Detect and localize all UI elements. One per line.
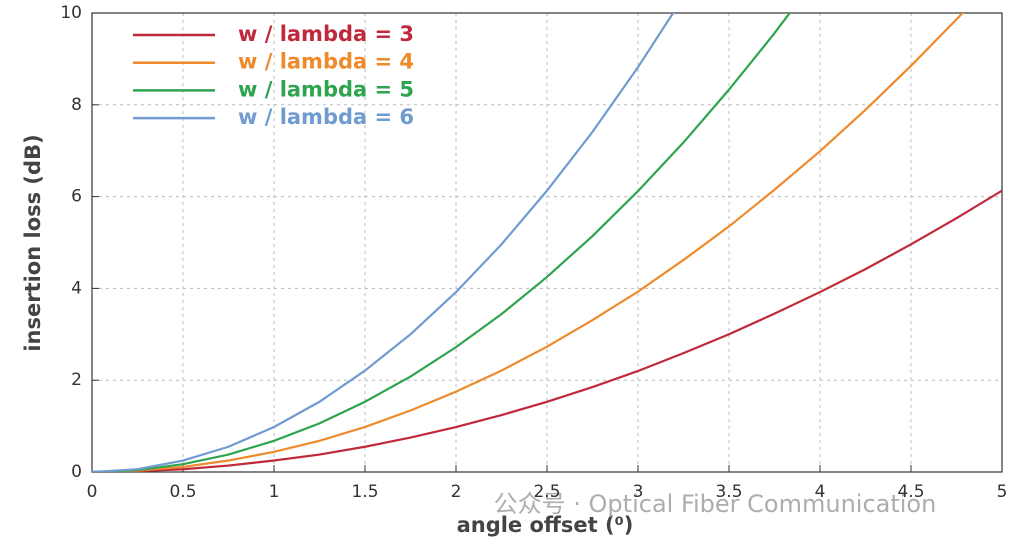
y-tick-label: 4 — [71, 278, 82, 298]
y-tick-label: 8 — [71, 95, 82, 115]
x-tick-label: 4 — [815, 482, 826, 502]
x-tick-label: 3 — [633, 482, 644, 502]
series-line — [92, 189, 1002, 472]
series-line — [92, 13, 675, 472]
plot-frame — [91, 12, 1003, 473]
x-tick-label: 2.5 — [533, 482, 560, 502]
x-tick-label: 0.5 — [169, 482, 196, 502]
legend-label: w / lambda = 3 — [238, 22, 414, 46]
series-line — [92, 13, 964, 472]
series-line — [92, 13, 792, 472]
y-axis-label: insertion loss (dB) — [21, 134, 45, 351]
x-tick-label: 0 — [87, 482, 98, 502]
legend-label: w / lambda = 5 — [238, 77, 414, 101]
legend-label: w / lambda = 6 — [238, 105, 414, 129]
x-tick-label: 1 — [269, 482, 280, 502]
x-tick-label: 3.5 — [715, 482, 742, 502]
x-axis-label: angle offset (⁰) — [457, 513, 634, 537]
x-tick-label: 5 — [997, 482, 1008, 502]
plot-area — [92, 13, 1002, 472]
legend-label: w / lambda = 4 — [238, 50, 414, 74]
x-tick-label: 1.5 — [351, 482, 378, 502]
y-tick-label: 2 — [71, 370, 82, 390]
x-tick-label: 2 — [451, 482, 462, 502]
y-tick-label: 10 — [60, 3, 82, 23]
y-tick-label: 6 — [71, 187, 82, 207]
x-tick-label: 4.5 — [897, 482, 924, 502]
y-tick-label: 0 — [71, 462, 82, 482]
watermark: 公众号 · Optical Fiber Communication — [494, 490, 937, 518]
